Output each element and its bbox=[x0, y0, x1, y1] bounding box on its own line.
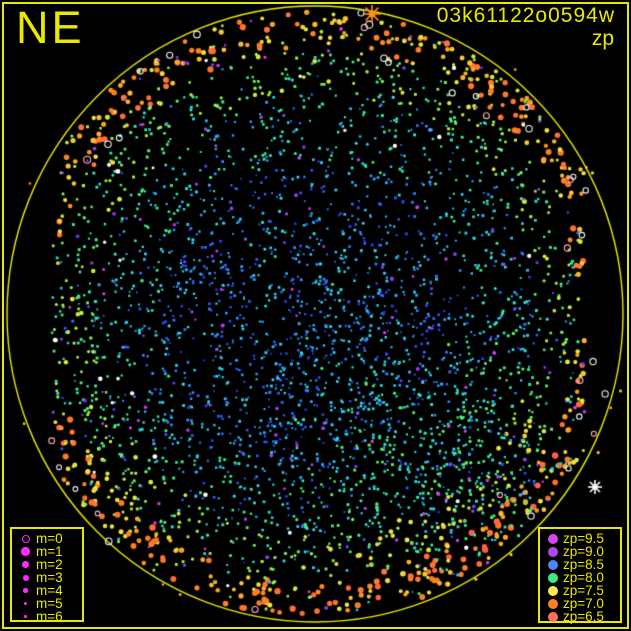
zp-color-swatch bbox=[542, 559, 563, 570]
zp-color-swatch bbox=[542, 585, 563, 596]
legend-row: zp=8.0 bbox=[542, 571, 620, 584]
colorbar-label: zp bbox=[591, 27, 614, 50]
zp-color-swatch bbox=[542, 598, 563, 609]
legend-row: m=3 bbox=[15, 571, 82, 584]
legend-label: zp=7.0 bbox=[563, 596, 604, 611]
legend-label: zp=9.0 bbox=[563, 544, 604, 559]
zp-color-swatch bbox=[542, 572, 563, 583]
legend-label: m=5 bbox=[36, 596, 63, 611]
magnitude-marker bbox=[15, 547, 36, 556]
magnitude-marker bbox=[15, 602, 36, 605]
plot-title: 03k61122o0594w bbox=[436, 4, 615, 27]
legend-row: m=4 bbox=[15, 584, 82, 597]
legend-label: m=2 bbox=[36, 557, 63, 572]
legend-label: m=1 bbox=[36, 544, 63, 559]
magnitude-size-legend: m=0 m=1 m=2 m=3 m=4 m=5 m=6 bbox=[10, 527, 84, 623]
legend-row: m=1 bbox=[15, 545, 82, 558]
legend-row: zp=8.5 bbox=[542, 558, 620, 571]
zp-color-swatch bbox=[542, 533, 563, 544]
legend-label: zp=8.5 bbox=[563, 557, 604, 572]
legend-row: m=5 bbox=[15, 597, 82, 610]
legend-row: m=2 bbox=[15, 558, 82, 571]
zp-color-swatch bbox=[542, 546, 563, 557]
legend-label: zp=6.5 bbox=[563, 609, 604, 624]
legend-row: zp=6.5 bbox=[542, 610, 620, 623]
legend-row: zp=7.5 bbox=[542, 584, 620, 597]
legend-label: zp=9.5 bbox=[563, 531, 604, 546]
orientation-label: NE bbox=[16, 2, 85, 53]
legend-row: zp=9.5 bbox=[542, 532, 620, 545]
magnitude-marker bbox=[15, 588, 36, 593]
legend-row: zp=7.0 bbox=[542, 597, 620, 610]
legend-row: zp=9.0 bbox=[542, 545, 620, 558]
magnitude-marker bbox=[15, 534, 36, 543]
legend-row: m=6 bbox=[15, 610, 82, 623]
zp-color-legend: zp=9.5 zp=9.0 zp=8.5 zp=8.0 zp=7.5 zp=7.0 zp=6… bbox=[538, 527, 622, 623]
legend-label: zp=8.0 bbox=[563, 570, 604, 585]
zp-color-swatch bbox=[542, 611, 563, 622]
magnitude-marker bbox=[15, 615, 36, 618]
legend-label: m=4 bbox=[36, 583, 63, 598]
legend-label: m=0 bbox=[36, 531, 63, 546]
legend-label: m=6 bbox=[36, 609, 63, 624]
legend-row: m=0 bbox=[15, 532, 82, 545]
legend-label: m=3 bbox=[36, 570, 63, 585]
magnitude-marker bbox=[15, 560, 36, 569]
magnitude-marker bbox=[15, 574, 36, 581]
legend-label: zp=7.5 bbox=[563, 583, 604, 598]
